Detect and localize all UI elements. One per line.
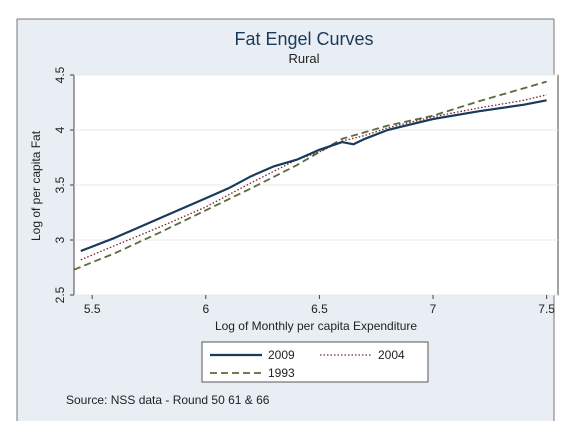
legend-box [201, 341, 429, 383]
x-tick-label-0: 5.5 [84, 302, 101, 316]
x-tick-label-4: 7.5 [538, 302, 555, 316]
y-tick-label-2: 3.5 [53, 176, 67, 193]
x-tick-label-2: 6.5 [311, 302, 328, 316]
y-axis-label: Log of per capita Fat [29, 130, 43, 241]
y-tick-label-4: 4.5 [53, 66, 67, 83]
series-line-2009 [80, 99, 547, 253]
chart-title: Fat Engel Curves [234, 29, 373, 49]
legend-label-1993: 1993 [268, 366, 295, 380]
series-line-1993 [73, 80, 547, 271]
series-line-2004 [80, 94, 547, 261]
legend-label-2009: 2009 [268, 348, 295, 362]
y-tick-label-3: 4 [53, 126, 67, 133]
source-note: Source: NSS data - Round 50 61 & 66 [66, 393, 270, 407]
x-tick-label-3: 7 [430, 302, 437, 316]
chart-subtitle: Rural [288, 51, 319, 66]
x-axis: 5.5 6 6.5 7 7.5 [84, 295, 555, 316]
x-axis-label: Log of Monthly per capita Expenditure [215, 319, 417, 333]
y-tick-label-0: 2.5 [53, 286, 67, 303]
y-tick-label-1: 3 [53, 236, 67, 243]
series-lines [73, 80, 547, 271]
y-axis: 2.5 3 3.5 4 4.5 [53, 66, 74, 303]
legend: 2009 2004 1993 [201, 341, 429, 383]
grid-lines [74, 74, 558, 296]
x-tick-label-1: 6 [202, 302, 209, 316]
legend-label-2004: 2004 [378, 348, 405, 362]
